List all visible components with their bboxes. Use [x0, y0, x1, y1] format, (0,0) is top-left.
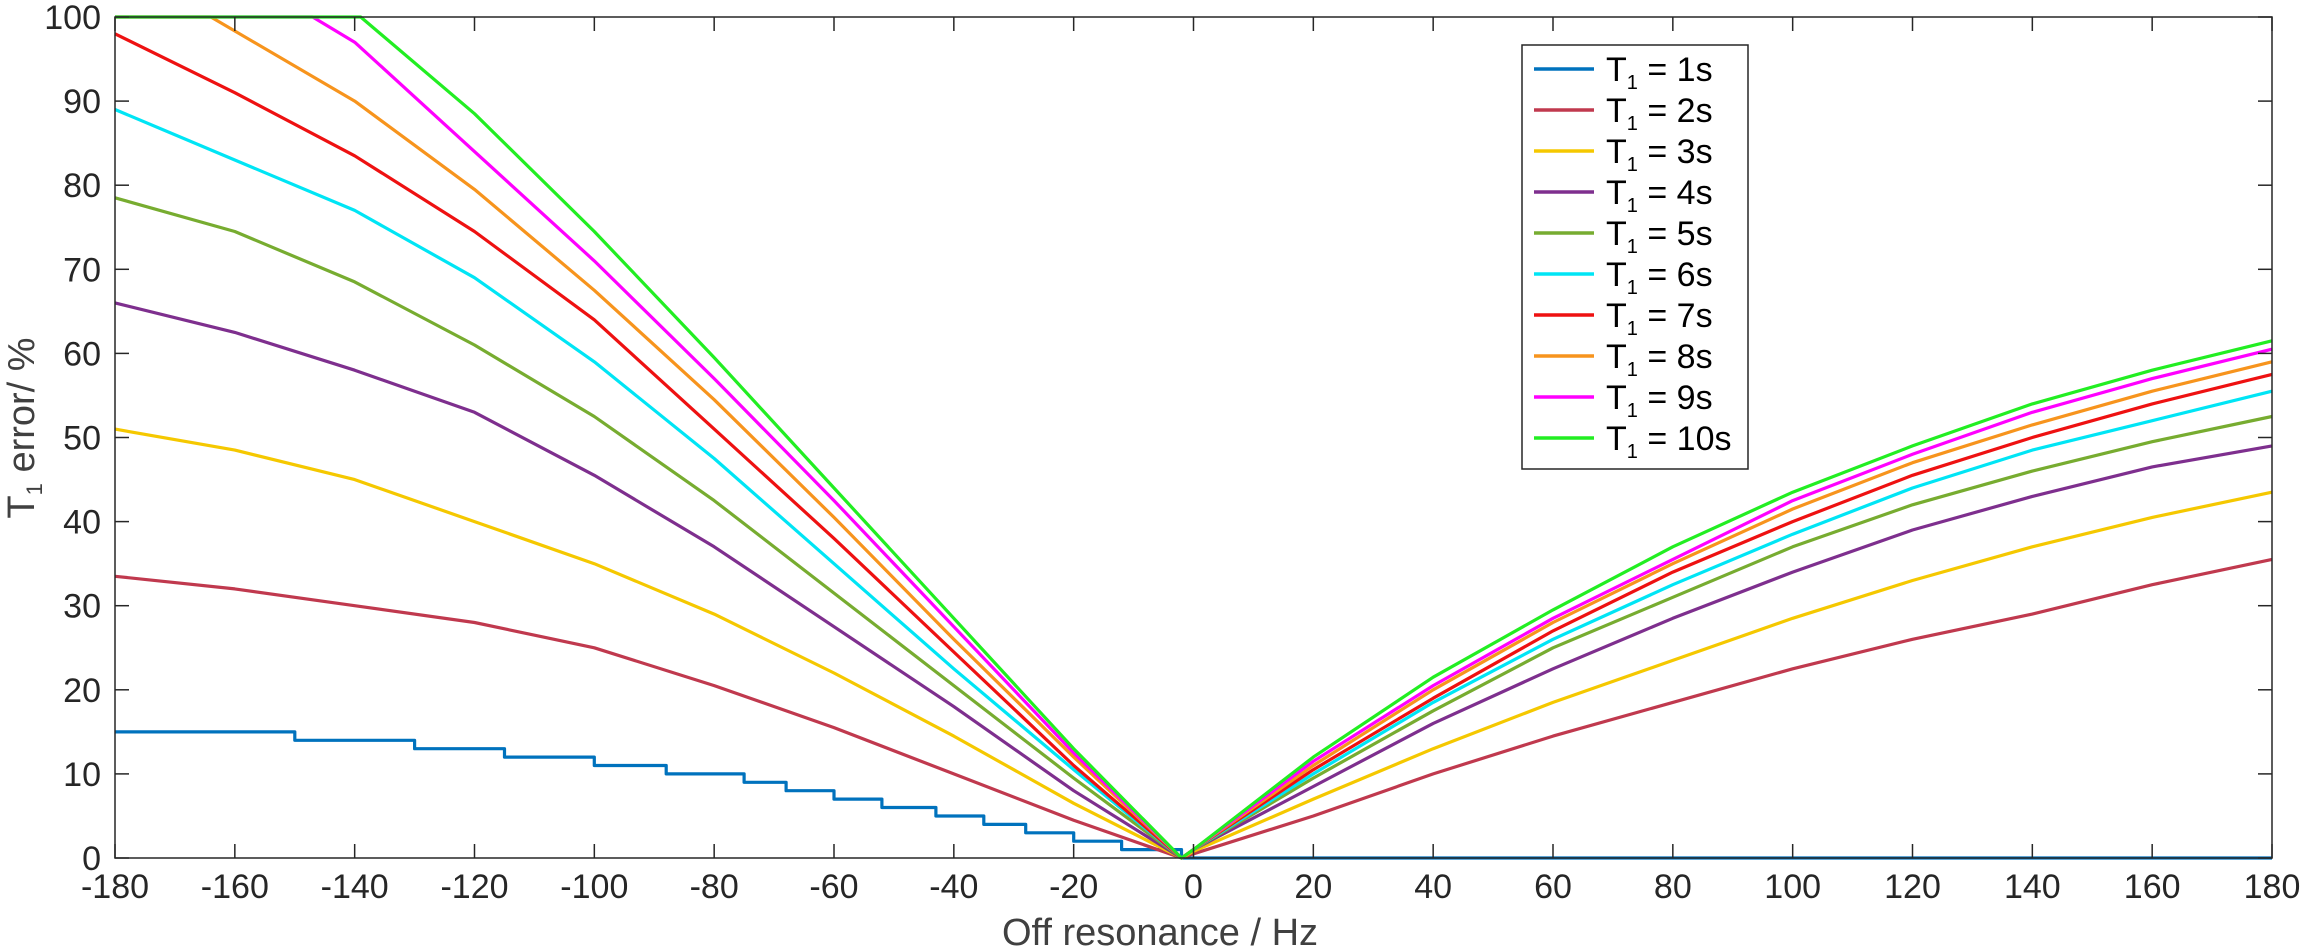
y-axis-label-rest: error/ %	[1, 337, 43, 483]
y-axis-label-sub: 1	[22, 483, 47, 495]
y-axis-label-main: T	[1, 495, 43, 518]
x-tick-label: -60	[809, 868, 858, 906]
legend-entry-9: T1 = 9s	[1606, 379, 1713, 422]
y-tick-label: 20	[63, 672, 101, 710]
x-tick-label: 160	[2124, 868, 2181, 906]
x-axis-label: Off resonance / Hz	[1002, 912, 1318, 948]
y-axis-label: T1 error/ %	[1, 337, 47, 518]
series-layer	[114, 15, 2273, 860]
y-tick-label: 40	[63, 504, 101, 542]
x-tick-label: 180	[2244, 868, 2301, 906]
x-tick-label: 80	[1654, 868, 1692, 906]
plot-background	[115, 17, 2272, 858]
y-tick-label: 80	[63, 167, 101, 205]
y-tick-label: 10	[63, 756, 101, 794]
legend-entry-6: T1 = 6s	[1606, 256, 1713, 299]
legend-entry-7: T1 = 7s	[1606, 297, 1713, 340]
legend-entry-1: T1 = 1s	[1606, 51, 1713, 94]
ticks-layer: -180 -160 -140 -120 -100 -80 -60 -40 -20 0 20 40 60 8…	[44, 0, 2300, 906]
legend-entry-8: T1 = 8s	[1606, 338, 1713, 381]
x-tick-label: 60	[1534, 868, 1572, 906]
y-tick-label: 70	[63, 251, 101, 289]
x-tick-label: 120	[1884, 868, 1941, 906]
x-tick-label: -160	[201, 868, 269, 906]
legend-entry-3: T1 = 3s	[1606, 133, 1713, 176]
x-tick-label: 40	[1414, 868, 1452, 906]
x-tick-label: 0	[1184, 868, 1203, 906]
y-tick-label: 30	[63, 588, 101, 626]
x-tick-label: 100	[1764, 868, 1821, 906]
x-tick-label: -140	[321, 868, 389, 906]
x-tick-label: -120	[440, 868, 508, 906]
y-tick-label: 60	[63, 335, 101, 373]
x-tick-label: -100	[560, 868, 628, 906]
legend-entry-4: T1 = 4s	[1606, 174, 1713, 217]
legend-entry-2: T1 = 2s	[1606, 92, 1713, 135]
legend-entry-10: T1 = 10s	[1606, 420, 1731, 463]
x-tick-label: 140	[2004, 868, 2061, 906]
y-tick-label: 100	[44, 0, 101, 37]
series-line-1	[115, 730, 2272, 860]
legend-entry-5: T1 = 5s	[1606, 215, 1713, 258]
x-tick-label: -20	[1049, 868, 1098, 906]
y-tick-label: 50	[63, 420, 101, 458]
x-tick-label: 20	[1294, 868, 1332, 906]
y-tick-label: 0	[82, 840, 101, 878]
x-tick-label: -80	[690, 868, 739, 906]
y-tick-label: 90	[63, 83, 101, 121]
plot-area	[115, 17, 2272, 858]
x-tick-label: -180	[81, 868, 149, 906]
x-tick-label: -40	[929, 868, 978, 906]
